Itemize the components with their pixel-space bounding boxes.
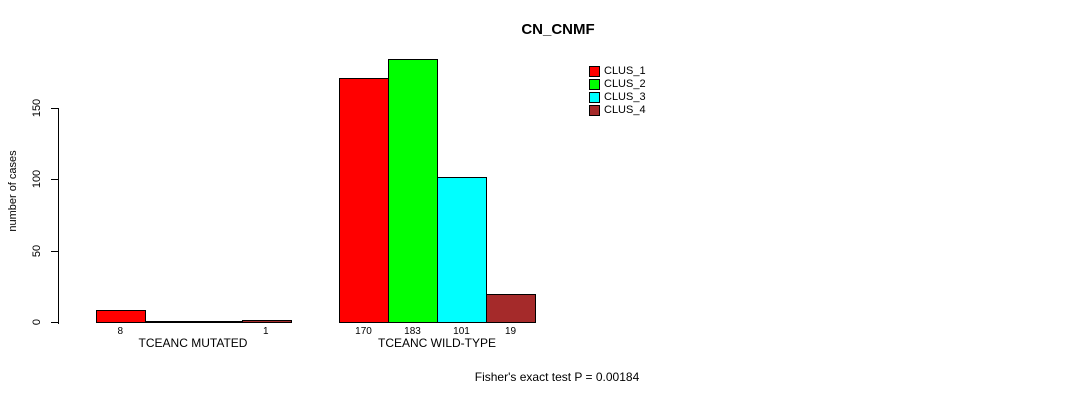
- legend: CLUS_1 CLUS_2 CLUS_3 CLUS_4: [589, 66, 646, 118]
- y-tick-label: 100: [31, 169, 43, 189]
- category-label: TCEANC MUTATED: [138, 336, 248, 350]
- bar-value-label: 8: [117, 326, 124, 337]
- y-axis-line: [58, 108, 59, 324]
- bar-clus_3: [437, 177, 487, 323]
- y-tick-mark: [51, 322, 58, 323]
- legend-label: CLUS_1: [604, 65, 646, 77]
- bar-value-label: 1: [262, 326, 269, 337]
- y-tick-mark: [51, 251, 58, 252]
- category-label: TCEANC WILD-TYPE: [377, 336, 497, 350]
- legend-swatch-clus_2: [589, 79, 600, 90]
- y-tick-label: 50: [31, 244, 43, 258]
- legend-label: CLUS_2: [604, 78, 646, 90]
- legend-row: CLUS_4: [589, 105, 646, 116]
- legend-swatch-clus_4: [589, 105, 600, 116]
- legend-swatch-clus_1: [589, 66, 600, 77]
- legend-row: CLUS_1: [589, 66, 646, 77]
- bar-clus_1: [339, 78, 389, 323]
- bar-clus_3: [193, 321, 243, 323]
- y-tick-label: 150: [31, 98, 43, 118]
- bar-value-label: 183: [404, 326, 421, 337]
- y-axis-label: number of cases: [7, 150, 19, 232]
- legend-label: CLUS_3: [604, 91, 646, 103]
- y-tick-mark: [51, 108, 58, 109]
- y-tick-label: 0: [31, 318, 43, 326]
- legend-label: CLUS_4: [604, 104, 646, 116]
- bar-value-label: 170: [355, 326, 372, 337]
- bar-clus_2: [388, 59, 438, 323]
- legend-swatch-clus_3: [589, 92, 600, 103]
- y-tick-mark: [51, 179, 58, 180]
- bar-clus_1: [96, 310, 146, 323]
- chart-title: CN_CNMF: [521, 21, 595, 38]
- bar-value-label: 101: [453, 326, 470, 337]
- bar-clus_2: [145, 321, 195, 323]
- bar-value-label: 19: [504, 326, 517, 337]
- fisher-test-annotation: Fisher's exact test P = 0.00184: [474, 370, 640, 384]
- legend-row: CLUS_2: [589, 79, 646, 90]
- legend-row: CLUS_3: [589, 92, 646, 103]
- bar-clus_4: [486, 294, 536, 323]
- bar-clus_4: [242, 320, 292, 323]
